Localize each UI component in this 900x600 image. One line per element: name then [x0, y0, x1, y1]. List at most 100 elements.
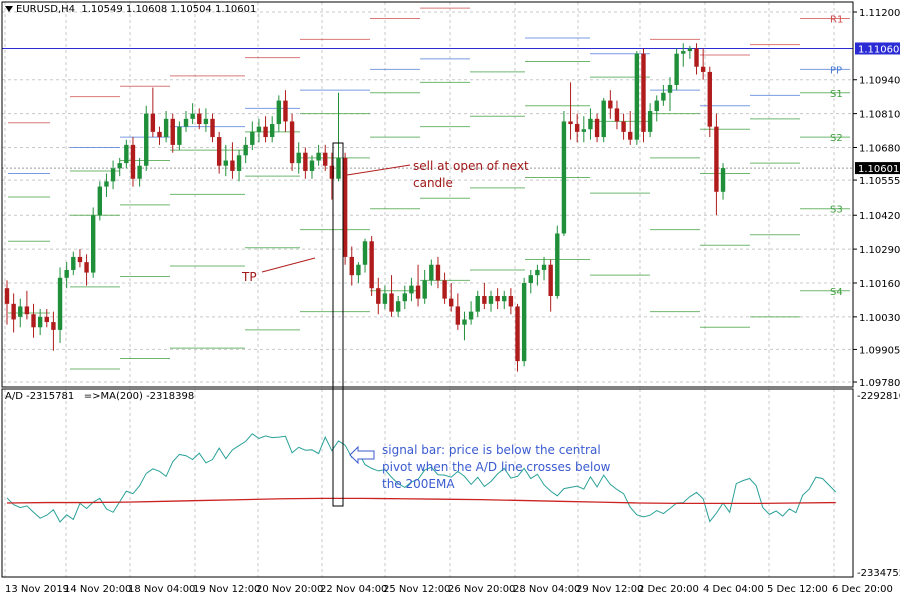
candle-body: [90, 215, 96, 273]
candle-body: [369, 241, 374, 289]
indicator-header: A/D -2315781 =>MA(200) -2318398: [5, 391, 194, 402]
candle-body: [329, 165, 335, 179]
price-axis-label: 1.09780: [859, 378, 900, 389]
price-axis-label: 1.10555: [859, 176, 900, 187]
candle-body: [574, 124, 580, 132]
candle-body: [667, 84, 673, 93]
candle-body: [535, 269, 540, 276]
candle-body: [614, 108, 620, 122]
candle-body: [395, 301, 401, 312]
grid: [2, 2, 853, 577]
candle-body: [230, 160, 235, 171]
pivot-label: S3: [830, 205, 843, 216]
candle-body: [700, 66, 706, 72]
candle-body: [541, 264, 547, 270]
sell-annotation: sell at open of next candle: [413, 158, 529, 192]
symbol-ohlc: 1.10549 1.10608 1.10504 1.10601: [81, 4, 257, 15]
candle-body: [429, 264, 434, 281]
candle-body: [170, 118, 175, 145]
candle-body: [594, 118, 600, 138]
candle-body: [77, 256, 83, 263]
candle-body: [31, 314, 36, 328]
candle-body: [555, 233, 560, 297]
candle-body: [402, 293, 407, 302]
candle-body: [647, 111, 653, 132]
candle-body: [720, 168, 726, 192]
ma-label: =>MA(200) -2318398: [83, 391, 195, 402]
candle-body: [714, 126, 719, 192]
candle-body: [435, 264, 441, 281]
price-axis-label: 1.10160: [859, 279, 900, 290]
candle-body: [488, 296, 494, 304]
candle-body: [64, 269, 69, 278]
time-axis-label: 29 Nov 12:00: [576, 584, 643, 595]
candle-body: [197, 113, 202, 125]
last-price-label: 1.10601: [858, 164, 899, 175]
price-axis-label: 1.11200: [859, 8, 900, 19]
signal-annotation-line-3: the 200EMA: [382, 477, 455, 491]
candle-body: [601, 100, 606, 138]
candle-body: [210, 118, 215, 138]
candle-body: [422, 280, 427, 299]
pivot-label: S2: [830, 133, 843, 144]
candle-body: [342, 157, 348, 257]
candle-body: [502, 296, 507, 302]
candle-body: [475, 296, 480, 312]
candle-body: [449, 298, 454, 307]
candle-body: [243, 144, 248, 156]
candle-body: [654, 100, 659, 112]
candle-body: [250, 131, 255, 145]
sell-annotation-line-1: sell at open of next: [413, 159, 529, 173]
candle-body: [323, 152, 328, 166]
time-axis-label: 18 Nov 04:00: [128, 584, 195, 595]
candle-body: [84, 262, 89, 273]
candle-body: [303, 152, 308, 171]
candle-body: [681, 51, 686, 54]
pivot-label: S4: [830, 287, 843, 298]
candle-body: [528, 275, 533, 283]
candle-body: [263, 126, 268, 138]
candle-body: [256, 126, 262, 132]
time-axis-label: 25 Nov 12:00: [383, 584, 450, 595]
time-axis-label: 22 Nov 04:00: [320, 584, 387, 595]
candle-body: [71, 256, 76, 270]
candle-body: [236, 155, 242, 171]
candle-body: [455, 306, 461, 325]
candle-body: [117, 163, 122, 169]
candle-body: [270, 124, 275, 138]
candle-body: [462, 319, 467, 325]
symbol-pair: EURUSD,H4: [16, 4, 76, 15]
signal-arrow-icon: [349, 445, 375, 465]
candle-body: [521, 282, 527, 362]
dropdown-triangle-icon[interactable]: [5, 6, 13, 12]
current-level-label: 1.11060: [858, 44, 899, 55]
indicator-panel-frame: [1, 388, 854, 578]
ad-label: A/D -2315781: [5, 391, 75, 402]
candle-body: [163, 118, 169, 138]
candle-body: [634, 53, 640, 140]
signal-annotation: signal bar: price is below the central p…: [382, 442, 610, 493]
candle-body: [687, 48, 693, 52]
candle-body: [289, 121, 295, 164]
candle-body: [97, 186, 103, 216]
candle-body: [508, 296, 514, 307]
candle-body: [515, 306, 520, 362]
candle-body: [376, 288, 381, 304]
candle-body: [661, 92, 666, 101]
candle-body: [24, 306, 30, 315]
candle-body: [44, 316, 49, 323]
candle-body: [581, 129, 587, 132]
candle-body: [51, 322, 56, 330]
indicator-axis-label: -2292810: [857, 391, 900, 402]
price-axis-label: 1.10030: [859, 313, 900, 324]
price-axis-label: 1.10420: [859, 211, 900, 222]
current-level-tag: [855, 42, 900, 55]
candle-body: [674, 53, 679, 85]
indicator-axis-label: -2334755: [857, 568, 900, 579]
candle-body: [110, 168, 116, 182]
candle-body: [336, 157, 341, 179]
candle-body: [223, 160, 228, 166]
pivot-label: S1: [830, 89, 843, 100]
